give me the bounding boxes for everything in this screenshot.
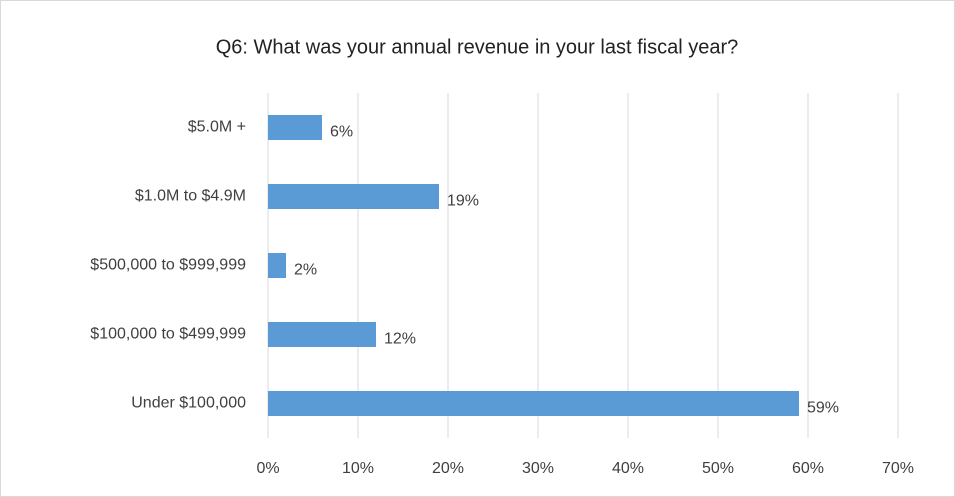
bar: [268, 322, 376, 347]
bar: [268, 115, 322, 140]
data-label: 6%: [330, 124, 353, 141]
x-tick-label: 70%: [882, 460, 914, 477]
y-tick-label: Under $100,000: [131, 395, 246, 412]
bar: [268, 253, 286, 278]
bar: [268, 391, 799, 416]
x-tick-label: 20%: [432, 460, 464, 477]
chart-title: Q6: What was your annual revenue in your…: [216, 36, 738, 58]
x-tick-label: 10%: [342, 460, 374, 477]
y-tick-label: $500,000 to $999,999: [90, 257, 246, 274]
data-label: 59%: [807, 400, 839, 417]
y-tick-label: $1.0M to $4.9M: [135, 188, 246, 205]
x-tick-label: 60%: [792, 460, 824, 477]
bar: [268, 184, 439, 209]
data-label: 2%: [294, 262, 317, 279]
y-tick-label: $100,000 to $499,999: [90, 326, 246, 343]
x-tick-label: 50%: [702, 460, 734, 477]
x-tick-label: 0%: [256, 460, 279, 477]
data-label: 19%: [447, 193, 479, 210]
x-tick-label: 40%: [612, 460, 644, 477]
y-tick-label: $5.0M +: [188, 119, 246, 136]
x-tick-label: 30%: [522, 460, 554, 477]
data-label: 12%: [384, 331, 416, 348]
